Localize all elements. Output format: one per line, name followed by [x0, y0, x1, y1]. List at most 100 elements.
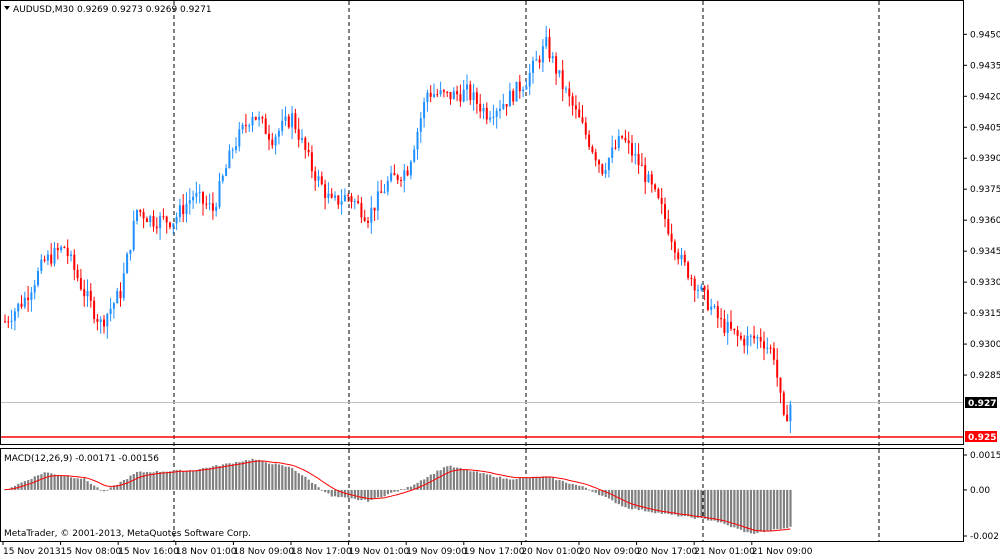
candle-body [218, 181, 221, 207]
macd-bar [749, 489, 752, 534]
candle-body [376, 191, 379, 211]
macd-bar [617, 489, 620, 505]
macd-bar [73, 478, 76, 490]
macd-bar [30, 478, 33, 490]
candle-body [400, 179, 402, 181]
candle-body [611, 147, 614, 159]
macd-bar [380, 489, 383, 498]
candle-body [449, 92, 452, 100]
macd-bar [776, 489, 779, 530]
macd-bar [221, 464, 224, 490]
candle-body [502, 104, 505, 109]
macd-bar [126, 479, 129, 490]
candle-body [129, 249, 132, 254]
price-level-lines [1, 402, 963, 438]
price-tick-label: 0.9360 [970, 216, 1000, 226]
price-panel [0, 0, 964, 445]
triangle-down-icon[interactable] [4, 6, 10, 10]
candle-body [423, 102, 426, 119]
macd-bar [726, 489, 729, 526]
candle-body [499, 108, 501, 111]
candle-body [786, 414, 789, 422]
macd-bar [558, 479, 561, 490]
candle-body [208, 203, 211, 205]
macd-bar [192, 470, 195, 490]
macd-bar [165, 471, 168, 490]
time-tick-label: 20 Nov 09:00 [579, 547, 640, 557]
macd-bar [79, 478, 83, 490]
candle-body [723, 319, 726, 333]
candle-body [508, 90, 511, 107]
macd-bar [433, 473, 436, 490]
candle-body [7, 321, 10, 323]
candle-body [33, 285, 36, 293]
candle-body [314, 171, 317, 181]
candle-body [716, 306, 719, 319]
candle-body [522, 89, 525, 92]
candle-body [238, 129, 241, 147]
candle-body [119, 291, 122, 299]
candle-body [40, 259, 43, 272]
macd-bar [202, 468, 205, 490]
macd-bar [86, 481, 89, 490]
candle-body [287, 116, 290, 128]
candle-body [294, 113, 297, 130]
candle-body [353, 201, 356, 203]
candle-body [419, 118, 422, 132]
macd-bar [644, 489, 647, 512]
macd-bar [172, 470, 175, 490]
macd-bar [482, 473, 485, 490]
macd-bar [466, 469, 469, 490]
macd-bar [640, 489, 644, 510]
macd-bar [281, 465, 284, 490]
macd-bar [687, 489, 690, 517]
price-tick-label: 0.9330 [970, 278, 1000, 288]
candle-body [360, 203, 363, 218]
macd-bar [706, 489, 710, 521]
candle-body [720, 318, 723, 320]
candle-body [604, 170, 607, 174]
candle-body [136, 209, 138, 221]
candle-body [386, 180, 389, 192]
macd-bar [106, 489, 109, 491]
macd-bar [574, 484, 578, 490]
candle-body [13, 311, 16, 321]
candle-body [683, 254, 686, 263]
candle-body [149, 216, 152, 223]
macd-bar [258, 459, 261, 490]
macd-bar [235, 462, 238, 490]
level-price-marker [965, 431, 997, 442]
candle-body [687, 262, 690, 279]
candle-body [53, 247, 56, 264]
macd-bar [76, 478, 79, 490]
candle-body [235, 146, 237, 150]
candle-body [145, 218, 148, 223]
macd-bar [89, 483, 92, 490]
candle-body [756, 337, 759, 339]
price-tick-label: 0.9435 [970, 61, 1000, 71]
macd-bar [337, 489, 340, 498]
macd-bar [205, 467, 208, 490]
candle-body [466, 84, 468, 90]
macd-bar [390, 489, 393, 493]
candle-body [142, 212, 145, 219]
macd-bar [568, 483, 571, 490]
candle-body [670, 233, 673, 242]
macd-bar [700, 489, 703, 519]
candle-body [574, 105, 577, 110]
ohlc-readout: 0.9269 0.9273 0.9269 0.9271 [77, 5, 212, 15]
macd-bar [46, 472, 50, 490]
candle-body [482, 107, 485, 112]
macd-bar [449, 465, 452, 490]
macd-bar [538, 477, 541, 490]
candle-body [607, 158, 610, 171]
candle-body [581, 117, 584, 123]
macd-bar [598, 489, 601, 496]
macd-bar [690, 489, 693, 518]
candle-body [172, 223, 175, 228]
candle-body [320, 176, 323, 185]
candle-body [446, 91, 449, 93]
candle-body [192, 196, 195, 201]
candle-body [693, 278, 696, 291]
candle-body [373, 207, 376, 211]
